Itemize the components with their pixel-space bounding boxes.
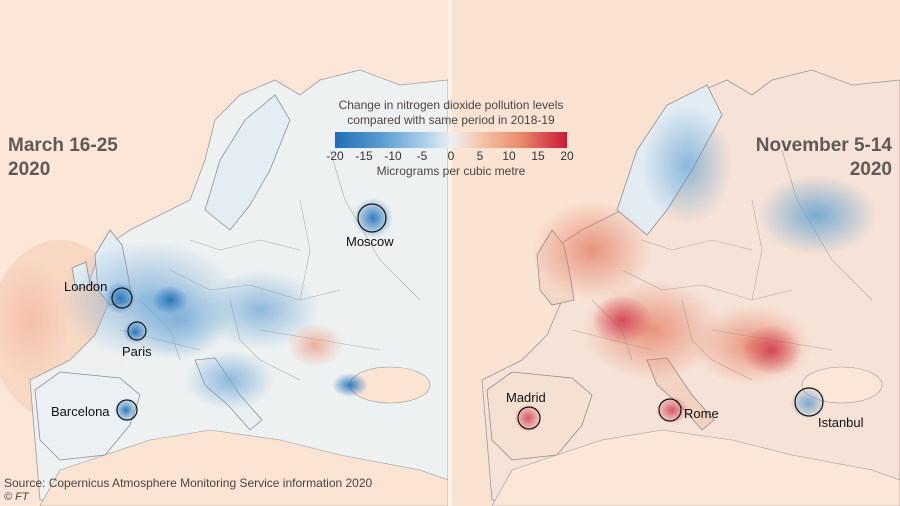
city-label-istanbul: Istanbul bbox=[818, 415, 864, 430]
city-marker-moscow bbox=[357, 203, 387, 233]
city-label-paris: Paris bbox=[122, 344, 152, 359]
city-label-rome: Rome bbox=[684, 406, 719, 421]
legend-tick: 5 bbox=[476, 149, 484, 163]
legend-color-bar bbox=[335, 132, 567, 148]
city-marker-paris bbox=[127, 321, 147, 341]
period-label-line2: 2020 bbox=[8, 159, 51, 180]
period-label-march: March 16-25 2020 bbox=[8, 134, 118, 182]
legend-tick: -10 bbox=[384, 149, 402, 163]
city-label-barcelona: Barcelona bbox=[51, 404, 110, 419]
map-november: November 5-14 2020 Madrid Rome Istanbul bbox=[452, 0, 900, 506]
legend-title-line1: Change in nitrogen dioxide pollution lev… bbox=[338, 98, 564, 112]
city-marker-barcelona bbox=[116, 399, 138, 421]
legend-tick: -20 bbox=[326, 149, 344, 163]
legend-tick: -5 bbox=[416, 149, 428, 163]
source-note: Source: Copernicus Atmosphere Monitoring… bbox=[4, 476, 373, 490]
map-november-graphic bbox=[452, 0, 900, 506]
legend-tick: 10 bbox=[502, 149, 516, 163]
period-label-november: November 5-14 2020 bbox=[756, 134, 892, 182]
legend-ticks: -20 -15 -10 -5 0 5 10 15 20 bbox=[318, 149, 584, 163]
color-legend: Change in nitrogen dioxide pollution lev… bbox=[318, 98, 584, 178]
legend-unit: Micrograms per cubic metre bbox=[376, 164, 526, 178]
credit-note: © FT bbox=[4, 491, 29, 503]
legend-tick: -15 bbox=[355, 149, 373, 163]
map-march: March 16-25 2020 London Paris Barcelona … bbox=[0, 0, 448, 506]
period-label-line2: 2020 bbox=[849, 159, 892, 180]
map-march-graphic bbox=[0, 0, 448, 506]
city-marker-rome bbox=[658, 398, 682, 422]
legend-title-line2: compared with same period in 2018-19 bbox=[347, 113, 555, 127]
period-label-line1: November 5-14 bbox=[755, 135, 892, 156]
city-marker-istanbul bbox=[794, 387, 824, 417]
legend-tick: 0 bbox=[447, 149, 455, 163]
city-label-london: London bbox=[64, 279, 108, 294]
period-label-line1: March 16-25 bbox=[8, 135, 118, 156]
city-marker-madrid bbox=[517, 406, 541, 430]
city-marker-london bbox=[111, 287, 133, 309]
city-label-moscow: Moscow bbox=[346, 234, 394, 249]
legend-tick: 20 bbox=[560, 149, 574, 163]
city-label-madrid: Madrid bbox=[506, 390, 546, 405]
legend-tick: 15 bbox=[531, 149, 545, 163]
